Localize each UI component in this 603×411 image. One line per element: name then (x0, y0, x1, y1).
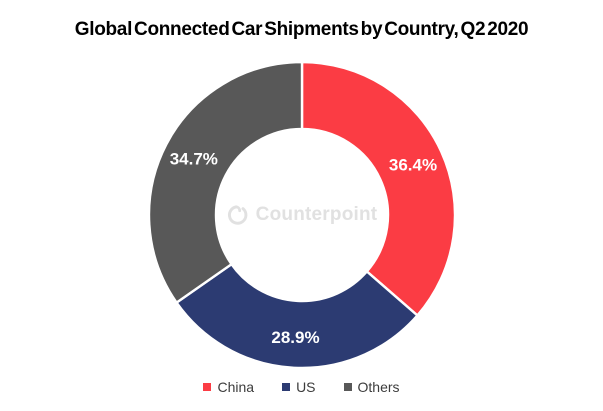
legend-item-us: US (282, 379, 316, 395)
legend-marker-us (282, 383, 291, 391)
legend-label-others: Others (357, 379, 400, 395)
slice-label-others: 34.7% (170, 150, 218, 169)
slice-others (147, 60, 304, 305)
slice-label-china: 36.4% (389, 155, 437, 174)
slice-china (300, 60, 457, 318)
legend-marker-others (343, 383, 352, 391)
legend-item-china: China (203, 379, 254, 395)
chart-title: Global Connected Car Shipments by Countr… (74, 19, 529, 40)
legend: China US Others (0, 379, 603, 395)
legend-item-others: Others (343, 379, 400, 395)
legend-marker-china (203, 383, 212, 391)
slice-us (174, 262, 420, 370)
legend-label-china: China (217, 379, 255, 395)
legend-label-us: US (296, 379, 316, 395)
slice-label-us: 28.9% (271, 328, 319, 347)
